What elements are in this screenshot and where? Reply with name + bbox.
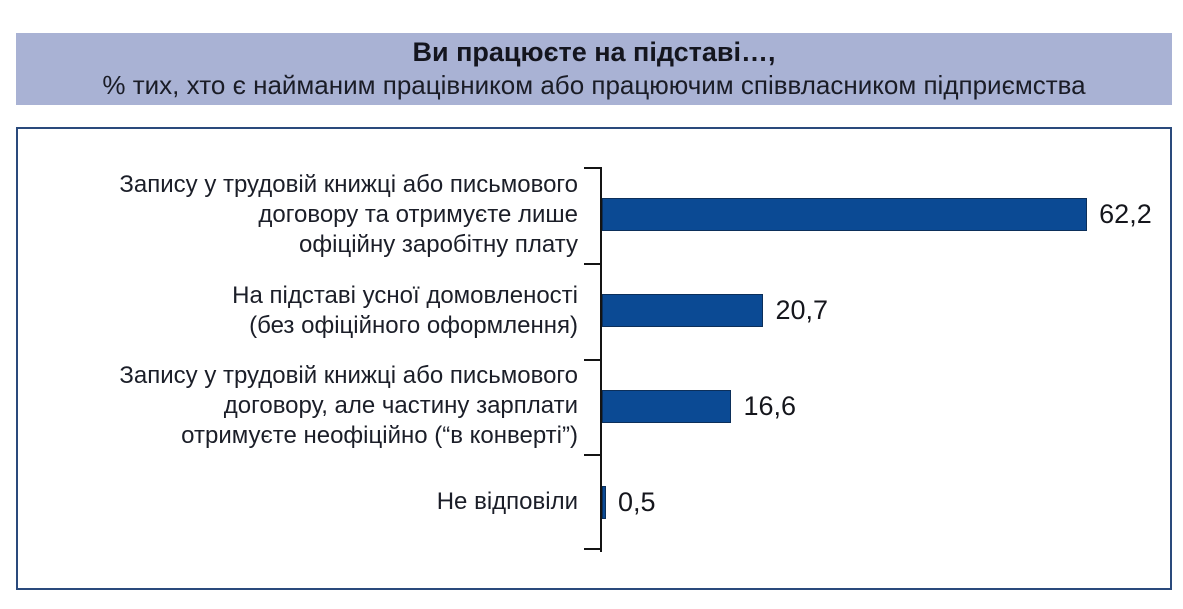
axis-tick — [584, 454, 600, 457]
axis-tick — [584, 167, 600, 169]
axis-tick — [584, 358, 600, 361]
category-axis-line — [600, 167, 602, 552]
chart-bar-row: 20,7 — [602, 263, 1164, 359]
bar — [602, 485, 606, 519]
value-label: 16,6 — [743, 390, 797, 421]
category-labels: Запису у трудовій книжці або письмового д… — [18, 167, 590, 550]
category-label: Не відповіли — [436, 488, 578, 516]
chart-bar-row: 62,2 — [602, 167, 1164, 263]
bar — [602, 294, 764, 328]
category-label: Запису у трудовій книжці або письмового д… — [119, 170, 578, 258]
chart-bars: 62,2 20,7 16,6 0,5 — [602, 167, 1164, 550]
value-label: 20,7 — [775, 295, 829, 326]
axis-tick — [584, 262, 600, 265]
chart-panel: Запису у трудовій книжці або письмового д… — [16, 127, 1172, 590]
bar — [602, 389, 732, 423]
category-label: Запису у трудовій книжці або письмового д… — [119, 362, 578, 450]
bar — [602, 198, 1088, 232]
category-label: На підставі усної домовленості (без офіці… — [232, 281, 578, 339]
value-label: 62,2 — [1099, 199, 1152, 230]
header-panel: Ви працюєте на підставі…, % тих, хто є н… — [16, 33, 1172, 105]
chart-title: Ви працюєте на підставі…, — [412, 37, 776, 67]
chart-subtitle: % тих, хто є найманим працівником або пр… — [102, 70, 1086, 100]
chart-bar-row: 0,5 — [602, 454, 1164, 550]
axis-ticks — [18, 167, 600, 550]
value-label: 0,5 — [618, 486, 656, 517]
bar-chart: Запису у трудовій книжці або письмового д… — [18, 129, 1170, 588]
chart-bar-row: 16,6 — [602, 359, 1164, 455]
axis-tick — [584, 548, 600, 550]
